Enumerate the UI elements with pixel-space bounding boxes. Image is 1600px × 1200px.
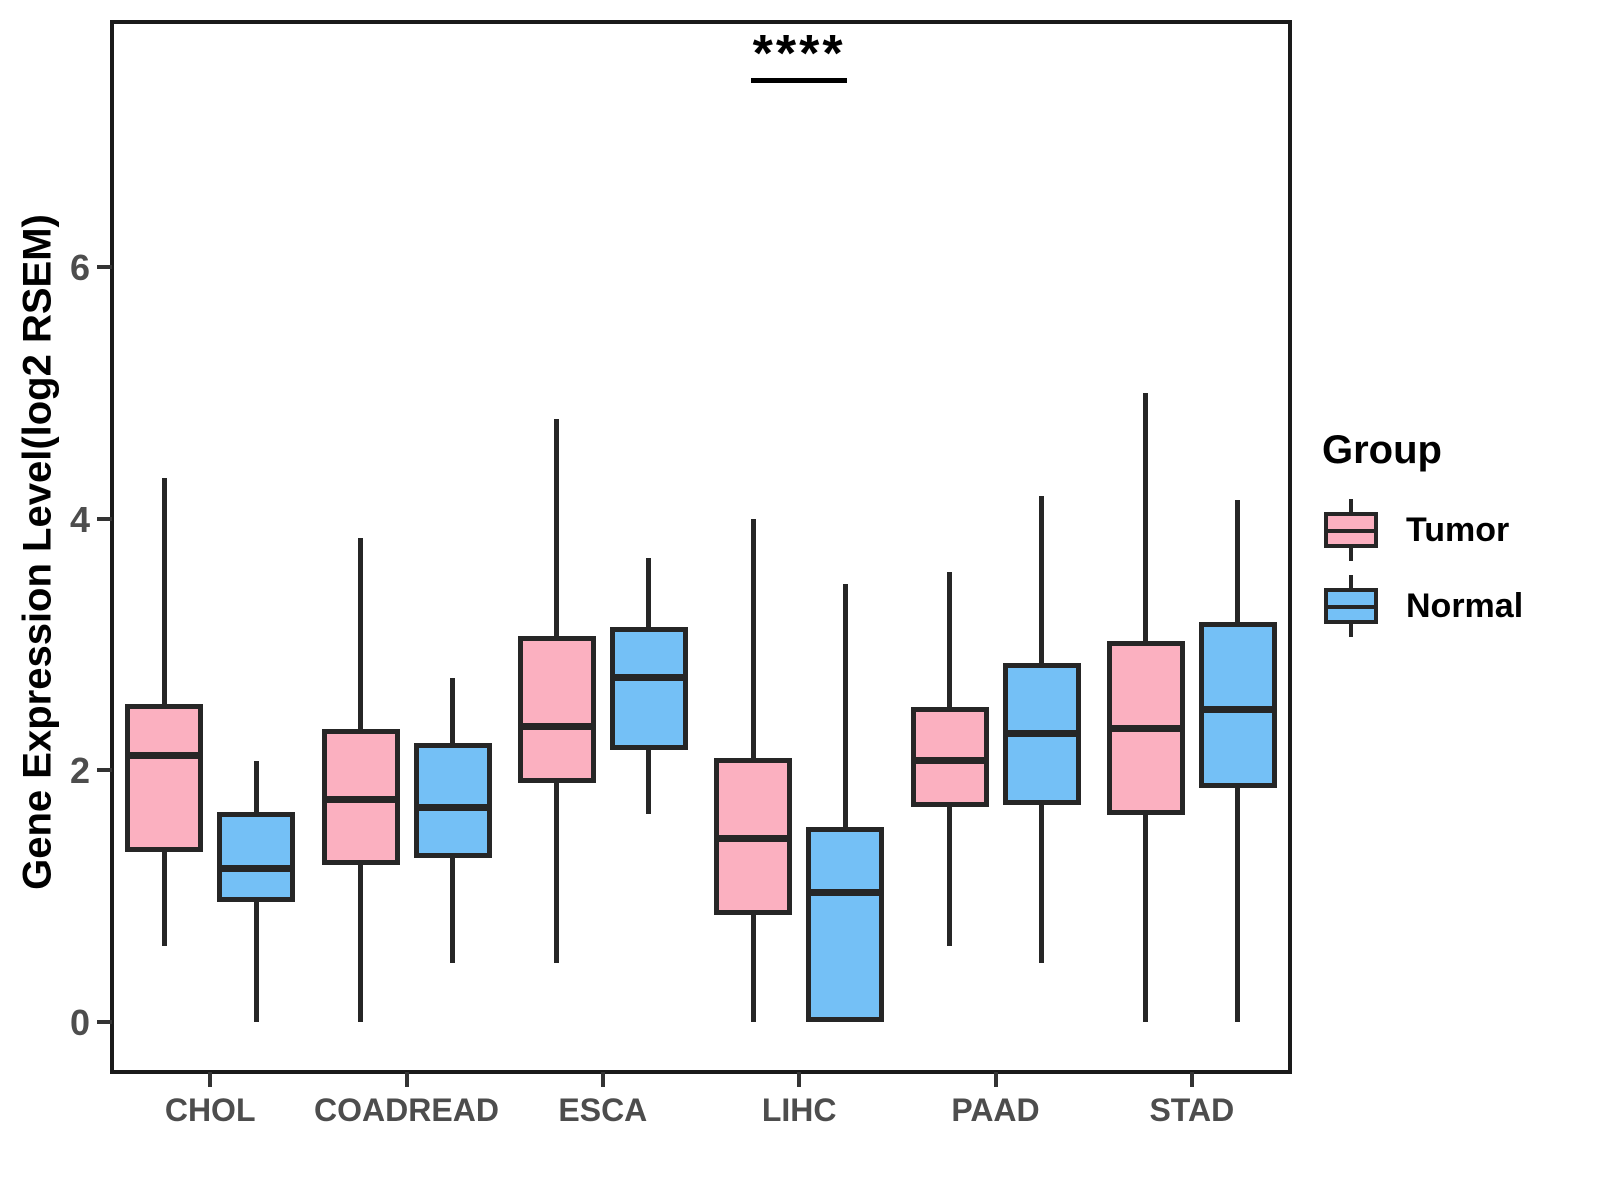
key-box-tumor (1324, 512, 1378, 548)
x-axis-category-label: ESCA (558, 1092, 648, 1128)
median-tumor-chol (125, 751, 204, 759)
x-axis-tick-mark (993, 1072, 998, 1087)
x-axis-category-label: COADREAD (314, 1092, 499, 1128)
y-axis-tick-label: 2 (69, 750, 90, 792)
box-normal-esca (609, 626, 688, 751)
x-axis-category-label: PAAD (951, 1092, 1040, 1128)
box-tumor-esca (517, 635, 596, 783)
legend-label-normal: Normal (1406, 586, 1524, 625)
significance-stars: **** (752, 25, 846, 83)
y-axis-tick-label: 4 (69, 498, 90, 540)
significance-underline (751, 78, 848, 83)
y-axis-tick-mark (97, 516, 112, 521)
normal-boxplot-key-icon (1322, 575, 1380, 637)
median-normal-esca (609, 673, 688, 681)
y-axis-tick-mark (97, 768, 112, 773)
y-axis-tick-label: 6 (69, 247, 90, 289)
x-axis-tick-mark (797, 1072, 802, 1087)
x-axis-tick-mark (208, 1072, 213, 1087)
x-axis-tick-mark (600, 1072, 605, 1087)
box-normal-coadread (413, 742, 492, 859)
box-normal-lihc (806, 826, 885, 1022)
y-axis-tick-label: 0 (69, 1001, 90, 1043)
legend-label-tumor: Tumor (1406, 510, 1510, 549)
median-normal-coadread (413, 804, 492, 812)
x-axis-category-label: STAD (1149, 1092, 1235, 1128)
whisker-normal-lihc (842, 584, 848, 1022)
key-box-normal (1324, 588, 1378, 624)
median-tumor-stad (1106, 725, 1185, 733)
tumor-boxplot-key-icon (1322, 499, 1380, 561)
key-median-line (1324, 605, 1378, 609)
y-axis-tick-mark (97, 265, 112, 270)
x-axis-tick-mark (404, 1072, 409, 1087)
median-normal-stad (1198, 706, 1277, 714)
median-normal-paad (1002, 730, 1081, 738)
median-tumor-paad (910, 756, 989, 764)
x-axis-category-label: CHOL (164, 1092, 256, 1128)
key-median-line (1324, 529, 1378, 533)
x-axis-tick-mark (1189, 1072, 1194, 1087)
box-tumor-chol (125, 703, 204, 852)
legend: Group Tumor Normal (1322, 428, 1523, 651)
y-axis-tick-mark (97, 1019, 112, 1024)
legend-title: Group (1322, 428, 1442, 472)
box-normal-chol (217, 811, 296, 903)
plot-panel (110, 20, 1292, 1074)
median-tumor-lihc (714, 834, 793, 842)
legend-item-tumor: Tumor (1322, 499, 1523, 561)
x-axis-category-label: LIHC (761, 1092, 837, 1128)
median-tumor-coadread (321, 795, 400, 803)
median-normal-lihc (806, 888, 885, 896)
median-normal-chol (217, 864, 296, 872)
box-normal-stad (1198, 621, 1277, 788)
median-tumor-esca (517, 722, 596, 730)
legend-item-normal: Normal (1322, 575, 1523, 637)
